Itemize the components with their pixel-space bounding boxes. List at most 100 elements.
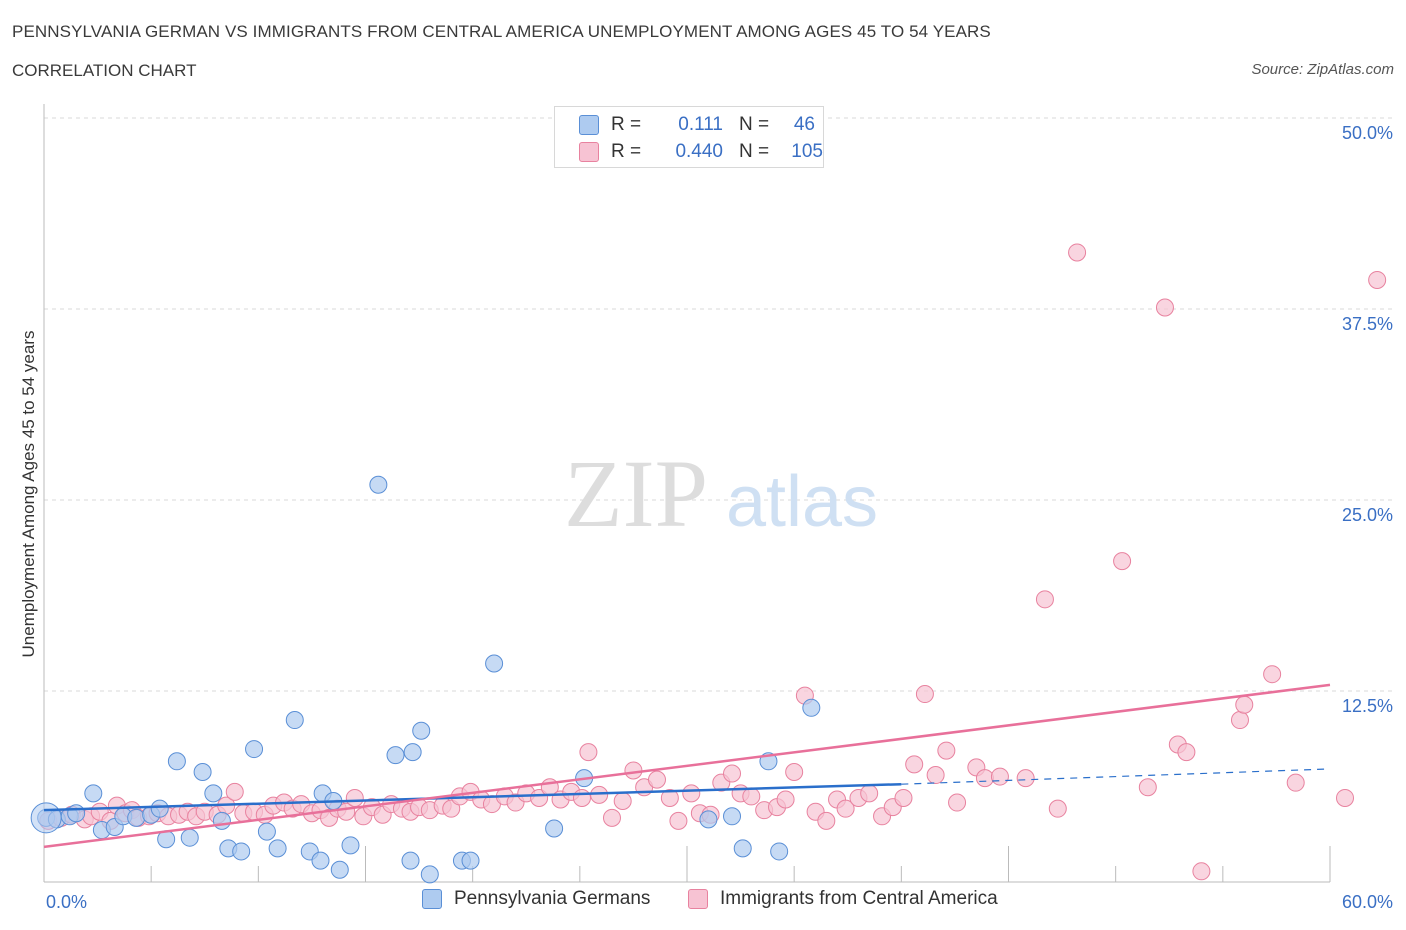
pennsylvania-germans-point [401, 851, 420, 870]
legend-n-value: 105 [791, 141, 823, 162]
y-tick-label: 50.0% [1342, 123, 1393, 143]
pennsylvania-germans-point [180, 828, 199, 847]
immigrants-central-america-point [579, 743, 598, 762]
immigrants-central-america-point [937, 741, 956, 760]
pennsylvania-germans-trendline-projection [901, 768, 1331, 785]
pennsylvania-germans-point [67, 804, 86, 823]
immigrants-central-america-point [1235, 695, 1254, 714]
immigrants-central-america-point [975, 769, 994, 788]
pennsylvania-germans-point [245, 740, 264, 759]
points-layer [30, 243, 1387, 884]
pennsylvania-germans-point [369, 475, 388, 494]
immigrants-central-america-point [723, 764, 742, 783]
immigrants-central-america-point [530, 788, 549, 807]
correlation-legend: R = 0.111 N = 46 R = 0.440 N = 105 [554, 106, 824, 168]
pennsylvania-germans-point [341, 836, 360, 855]
pennsylvania-germans-point [802, 698, 821, 717]
pennsylvania-germans-point [485, 654, 504, 673]
series-legend-item-pennsylvania-germans: Pennsylvania Germans [422, 888, 650, 910]
pennsylvania-germans-point [167, 752, 186, 771]
legend-r-label: R = [611, 114, 642, 135]
y-tick-label: 37.5% [1342, 314, 1393, 334]
series-legend-label: Immigrants from Central America [720, 888, 998, 909]
legend-swatch-pink [579, 142, 599, 162]
immigrants-central-america-point [682, 784, 701, 803]
grid-layer [44, 117, 1394, 692]
immigrants-central-america-point [669, 811, 688, 830]
immigrants-central-america-point [785, 762, 804, 781]
series-legend-item-immigrants-central-america: Immigrants from Central America [688, 888, 998, 910]
watermark-zip: ZIP [564, 440, 708, 547]
legend-n-label: N = [739, 114, 770, 135]
series-legend-swatch-blue [422, 889, 442, 909]
immigrants-central-america-point [602, 808, 621, 827]
immigrants-central-america-point [1016, 769, 1035, 788]
pennsylvania-germans-point [150, 799, 169, 818]
pennsylvania-germans-point [770, 842, 789, 861]
immigrants-central-america-point [905, 755, 924, 774]
axis-layer [43, 104, 1331, 883]
immigrants-central-america-point [345, 788, 364, 807]
series-legend: Pennsylvania Germans Immigrants from Cen… [0, 888, 1406, 916]
source-credit: Source: ZipAtlas.com [1251, 61, 1394, 78]
immigrants-central-america-trendline [43, 683, 1331, 849]
series-legend-label: Pennsylvania Germans [454, 888, 651, 909]
immigrants-central-america-point [742, 787, 761, 806]
pennsylvania-germans-point [420, 865, 439, 884]
pennsylvania-germans-point [84, 784, 103, 803]
x-tick-label: 0.0% [46, 892, 87, 912]
immigrants-central-america-point [1192, 862, 1211, 881]
pennsylvania-germans-point [285, 711, 304, 730]
pennsylvania-germans-point [257, 822, 276, 841]
y-axis-label: Unemployment Among Ages 45 to 54 years [19, 331, 38, 658]
y-tick-label: 25.0% [1342, 505, 1393, 525]
pennsylvania-germans-point [204, 784, 223, 803]
legend-n-value: 46 [793, 114, 815, 135]
pennsylvania-germans-point [461, 851, 480, 870]
y-tick-label: 12.5% [1342, 696, 1393, 716]
pennsylvania-germans-point [545, 819, 564, 838]
pennsylvania-germans-point [330, 860, 349, 879]
legend-r-value: 0.111 [678, 114, 723, 135]
immigrants-central-america-point [660, 788, 679, 807]
pennsylvania-germans-point [699, 810, 718, 829]
immigrants-central-america-point [836, 799, 855, 818]
legend-swatch-blue [579, 115, 599, 135]
chart-title: PENNSYLVANIA GERMAN VS IMMIGRANTS FROM C… [12, 22, 991, 41]
immigrants-central-america-point [624, 761, 643, 780]
pennsylvania-germans-point [723, 807, 742, 826]
pennsylvania-germans-point [212, 811, 231, 830]
pennsylvania-germans-point [733, 839, 752, 858]
legend-n-label: N = [739, 141, 770, 162]
legend-r-value: 0.440 [675, 141, 723, 162]
immigrants-central-america-point [225, 782, 244, 801]
pennsylvania-germans-point [412, 721, 431, 740]
pennsylvania-germans-point [193, 762, 212, 781]
series-legend-swatch-pink [688, 889, 708, 909]
immigrants-central-america-point [647, 770, 666, 789]
immigrants-central-america-point [613, 792, 632, 811]
immigrants-central-america-point [926, 766, 945, 785]
watermark: ZIP atlas [564, 440, 878, 547]
immigrants-central-america-point [776, 790, 795, 809]
immigrants-central-america-point [1048, 799, 1067, 818]
immigrants-central-america-point [572, 788, 591, 807]
immigrants-central-america-point [1113, 552, 1132, 571]
pennsylvania-germans-point [403, 743, 422, 762]
immigrants-central-america-point [590, 785, 609, 804]
immigrants-central-america-point [442, 799, 461, 818]
tick-label-layer: 12.5% 25.0% 37.5% 50.0% 0.0% 60.0% [46, 123, 1393, 912]
immigrants-central-america-point [817, 811, 836, 830]
immigrants-central-america-point [1035, 590, 1054, 609]
immigrants-central-america-point [1286, 773, 1305, 792]
immigrants-central-america-point [1177, 743, 1196, 762]
immigrants-central-america-point [1368, 270, 1387, 289]
immigrants-central-america-point [1336, 788, 1355, 807]
immigrants-central-america-point [1263, 665, 1282, 684]
immigrants-central-america-point [948, 793, 967, 812]
pennsylvania-germans-trendline [43, 782, 902, 812]
pennsylvania-germans-point [127, 808, 146, 827]
pennsylvania-germans-point [386, 746, 405, 765]
immigrants-central-america-point [1230, 711, 1249, 730]
